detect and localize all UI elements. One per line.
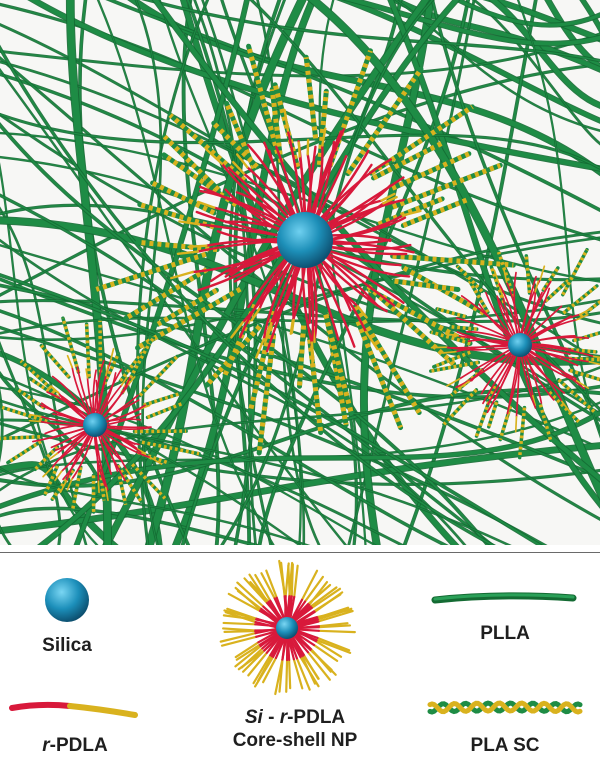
legend-divider bbox=[0, 552, 600, 553]
plla-fiber-highlight bbox=[0, 46, 495, 545]
plla-fiber-highlight bbox=[108, 0, 600, 212]
core-shell-nanoparticle bbox=[93, 43, 516, 456]
silica-core bbox=[83, 413, 107, 437]
plla-fiber-highlight bbox=[0, 113, 600, 169]
plla-fiber-highlight bbox=[0, 367, 600, 491]
silica-label: Silica bbox=[42, 635, 92, 656]
silica-core bbox=[277, 212, 333, 268]
plla-fiber-highlight bbox=[0, 244, 600, 449]
plla-fiber-highlight bbox=[229, 0, 286, 545]
core-shell-nanoparticle bbox=[0, 316, 201, 514]
plla-fiber-highlight bbox=[0, 375, 301, 545]
plla-fiber-highlight bbox=[202, 0, 305, 545]
si-text: Si bbox=[244, 707, 263, 728]
plla-fiber-highlight bbox=[517, 0, 600, 437]
plla-fiber-highlight bbox=[194, 0, 257, 545]
pla-sc-helix-icon bbox=[427, 700, 583, 715]
r-pdla-strand-icon bbox=[9, 701, 138, 718]
plla-fiber-highlight bbox=[0, 393, 11, 545]
core-shell-np-icon bbox=[219, 559, 356, 696]
core-shell-nanoparticle bbox=[429, 247, 600, 460]
r-pdla-label: r-PDLA bbox=[20, 735, 130, 757]
plla-fiber-highlight bbox=[0, 310, 447, 545]
plla-fiber-highlight bbox=[307, 0, 600, 500]
plla-fiber-highlight bbox=[0, 507, 258, 545]
plla-fiber-highlight bbox=[0, 419, 403, 545]
plla-fiber-highlight bbox=[454, 0, 600, 27]
r-text: r bbox=[42, 735, 50, 756]
plla-fiber-highlight bbox=[489, 0, 600, 108]
plla-fiber-highlight bbox=[545, 0, 600, 70]
core-shell-np-label: Si - r-PDLA Core-shell NP bbox=[205, 706, 385, 752]
scene-svg bbox=[0, 0, 600, 545]
plla-fiber-network bbox=[0, 0, 600, 545]
pdla-text: -PDLA bbox=[287, 707, 346, 728]
silica-core bbox=[508, 333, 532, 357]
core-shell-np-text: Core-shell NP bbox=[232, 730, 358, 751]
plla-fiber-highlight bbox=[339, 0, 600, 123]
pdla-text: -PDLA bbox=[49, 735, 108, 756]
polymer-network-illustration bbox=[0, 0, 600, 545]
plla-fiber-highlight bbox=[258, 0, 469, 545]
legend-graphics bbox=[9, 559, 583, 718]
plla-fiber-highlight bbox=[0, 132, 600, 282]
plla-fiber-highlight bbox=[0, 467, 308, 545]
plla-fiber-highlight bbox=[137, 0, 209, 545]
legend: Silica Si - r-PDLA Core-shell NP PLLA r-… bbox=[0, 553, 600, 772]
plla-label: PLLA bbox=[480, 623, 530, 644]
plla-fiber-highlight bbox=[580, 0, 600, 32]
dash-text: - bbox=[262, 707, 280, 728]
pla-sc-label: PLA SC bbox=[470, 735, 540, 756]
plla-fiber-highlight bbox=[97, 0, 274, 545]
plla-fiber-highlight bbox=[152, 0, 600, 482]
plla-strand-icon bbox=[431, 592, 577, 604]
plla-fiber-highlight bbox=[145, 0, 600, 62]
plla-fiber-highlight bbox=[395, 0, 600, 131]
r-text: r bbox=[279, 707, 288, 728]
silica-icon bbox=[45, 578, 89, 622]
plla-fiber-highlight bbox=[0, 231, 600, 440]
plla-fiber-highlight bbox=[0, 69, 347, 545]
nanoparticle-group bbox=[0, 43, 600, 514]
